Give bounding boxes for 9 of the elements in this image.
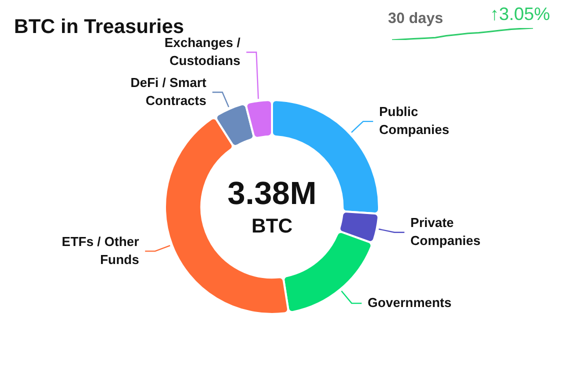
slice-label: Governments [368,294,452,310]
text: 30 days [388,10,444,27]
text: 3.38M [228,174,316,211]
text: BTC [251,216,293,238]
slice-label: Private Companies [410,214,480,248]
text: ↑3.05% [490,4,550,25]
slice-label: Public Companies [379,104,450,138]
slice-label: ETFs / Other Funds [62,234,140,267]
slice-label: DeFi / Smart Contracts [130,74,208,108]
